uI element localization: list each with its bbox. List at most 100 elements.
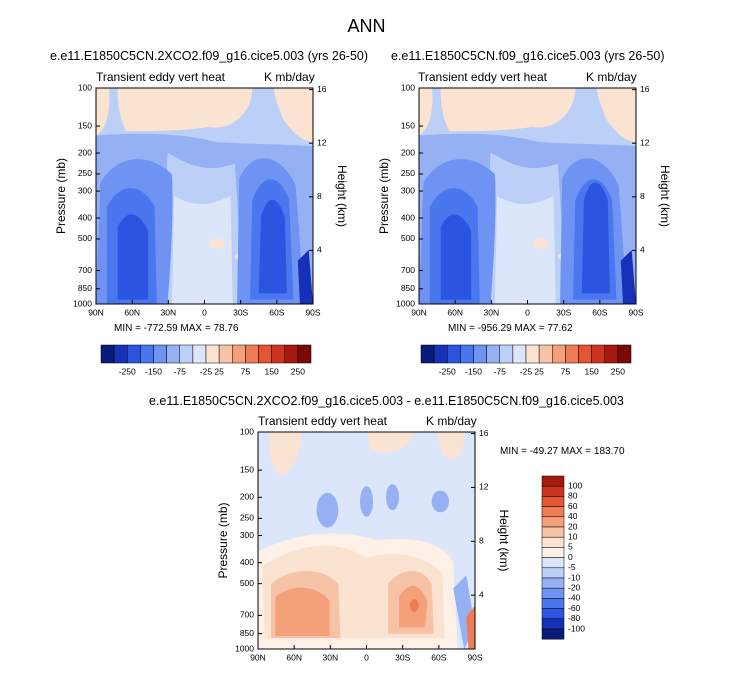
- colorbar-swatch: [525, 344, 540, 364]
- x-tick-label: 60S: [269, 307, 284, 317]
- y-right-axis-title: Height (km): [497, 509, 511, 571]
- colorbar-label: 0: [568, 552, 573, 562]
- y-tick-label: 300: [78, 185, 92, 195]
- y-tick-label: 1000: [73, 298, 92, 308]
- colorbar-label: 250: [611, 366, 625, 376]
- colorbar-label: -25: [520, 366, 533, 376]
- colorbar-swatch: [284, 344, 299, 364]
- y-right-tick-label: 16: [317, 84, 327, 94]
- panel1-variable-label: Transient eddy vert heat: [96, 70, 225, 84]
- y-tick-label: 400: [401, 212, 415, 222]
- contour-fill: [359, 486, 374, 517]
- colorbar-label: -25: [200, 366, 213, 376]
- contour-fill: [431, 490, 449, 513]
- colorbar-label: -75: [174, 366, 187, 376]
- y-tick-label: 250: [401, 168, 415, 178]
- colorbar-swatch: [271, 344, 285, 364]
- x-tick-label: 60S: [431, 652, 446, 662]
- panel2-stats: MIN = -956.29 MAX = 77.62: [448, 323, 573, 334]
- y-tick-label: 850: [78, 283, 92, 293]
- colorbar-label: -150: [465, 366, 482, 376]
- colorbar-label: -60: [568, 603, 581, 613]
- colorbar-swatch: [541, 567, 565, 579]
- y-axis-title: Pressure (mb): [377, 158, 391, 234]
- panel2-units-label: K mb/day: [586, 70, 637, 84]
- contour-fill: [419, 88, 433, 136]
- colorbar-label: 75: [241, 366, 251, 376]
- colorbar-label: 5: [568, 542, 573, 552]
- colorbar-swatch: [218, 344, 233, 364]
- y-tick-label: 300: [401, 185, 415, 195]
- colorbar-swatch: [541, 587, 565, 599]
- colorbar-swatch: [538, 344, 553, 364]
- y-tick-label: 400: [78, 212, 92, 222]
- y-tick-label: 150: [78, 120, 92, 130]
- panel1-stats: MIN = -772.59 MAX = 78.76: [114, 323, 239, 334]
- contour-fill: [273, 88, 313, 142]
- y-tick-label: 100: [240, 426, 254, 436]
- y-tick-label: 700: [401, 265, 415, 275]
- y-right-tick-label: 8: [479, 536, 484, 546]
- panel3-units-label: K mb/day: [426, 414, 477, 428]
- x-tick-label: 60N: [124, 307, 140, 317]
- y-tick-label: 150: [240, 464, 254, 474]
- x-tick-label: 0: [364, 652, 369, 662]
- y-tick-label: 500: [78, 233, 92, 243]
- contour-fill: [316, 492, 339, 528]
- x-tick-label: 60N: [447, 307, 463, 317]
- colorbar-swatch: [192, 344, 207, 364]
- colorbar-label: -80: [568, 613, 581, 623]
- y-tick-label: 850: [401, 283, 415, 293]
- colorbar-label: 60: [568, 501, 578, 511]
- colorbar-label: 75: [561, 366, 571, 376]
- colorbar-label: 40: [568, 511, 578, 521]
- x-tick-label: 30S: [233, 307, 248, 317]
- contour-fill: [366, 432, 415, 453]
- colorbar-swatch: [541, 608, 565, 620]
- y-tick-label: 1000: [396, 298, 415, 308]
- colorbar-label: 100: [568, 480, 582, 490]
- y-right-tick-label: 16: [640, 84, 650, 94]
- y-tick-label: 700: [240, 610, 254, 620]
- colorbar-label: 20: [568, 521, 578, 531]
- colorbar-swatch: [460, 344, 474, 364]
- panel1-units-label: K mb/day: [264, 70, 315, 84]
- colorbar-label: -100: [568, 623, 585, 633]
- contour-fill: [209, 238, 226, 249]
- y-tick-label: 250: [240, 513, 254, 523]
- colorbar-swatch: [258, 344, 272, 364]
- y-tick-label: 1000: [235, 643, 254, 653]
- colorbar-swatch: [541, 475, 565, 487]
- contour-fill: [386, 484, 400, 511]
- colorbar-swatch: [232, 344, 246, 364]
- colorbar-swatch: [153, 344, 167, 364]
- y-tick-label: 100: [78, 82, 92, 92]
- colorbar-label: 150: [585, 366, 599, 376]
- colorbar-swatch: [541, 598, 565, 609]
- y-right-tick-label: 12: [640, 137, 650, 147]
- contour-fill: [275, 587, 330, 636]
- y-right-tick-label: 8: [317, 191, 322, 201]
- y-tick-label: 700: [78, 265, 92, 275]
- colorbar-swatch: [541, 536, 565, 548]
- panel1-plot: 100 150 200 250 300 400 500 700 850 1000 4 8 12 16 90N…: [54, 82, 349, 317]
- colorbar-label: 25: [534, 366, 544, 376]
- x-tick-label: 30N: [161, 307, 177, 317]
- contour-fill: [466, 605, 475, 649]
- y-tick-label: 300: [240, 530, 254, 540]
- colorbar-label: -10: [568, 572, 581, 582]
- colorbar-panel1: -250 -150 -75 -25 25 75 150 250: [100, 344, 312, 376]
- colorbar-label: -40: [568, 593, 581, 603]
- colorbar-swatch: [541, 526, 565, 538]
- colorbar-swatch: [617, 344, 632, 364]
- y-tick-label: 850: [240, 628, 254, 638]
- colorbar-label: 150: [265, 366, 279, 376]
- contour-fill: [171, 196, 233, 304]
- colorbar-swatch: [297, 344, 312, 364]
- colorbar-swatch: [245, 344, 259, 364]
- contour-fill: [620, 250, 636, 304]
- colorbar-swatch: [447, 344, 461, 364]
- contour-fill: [96, 88, 110, 136]
- colorbar-swatch: [541, 485, 565, 497]
